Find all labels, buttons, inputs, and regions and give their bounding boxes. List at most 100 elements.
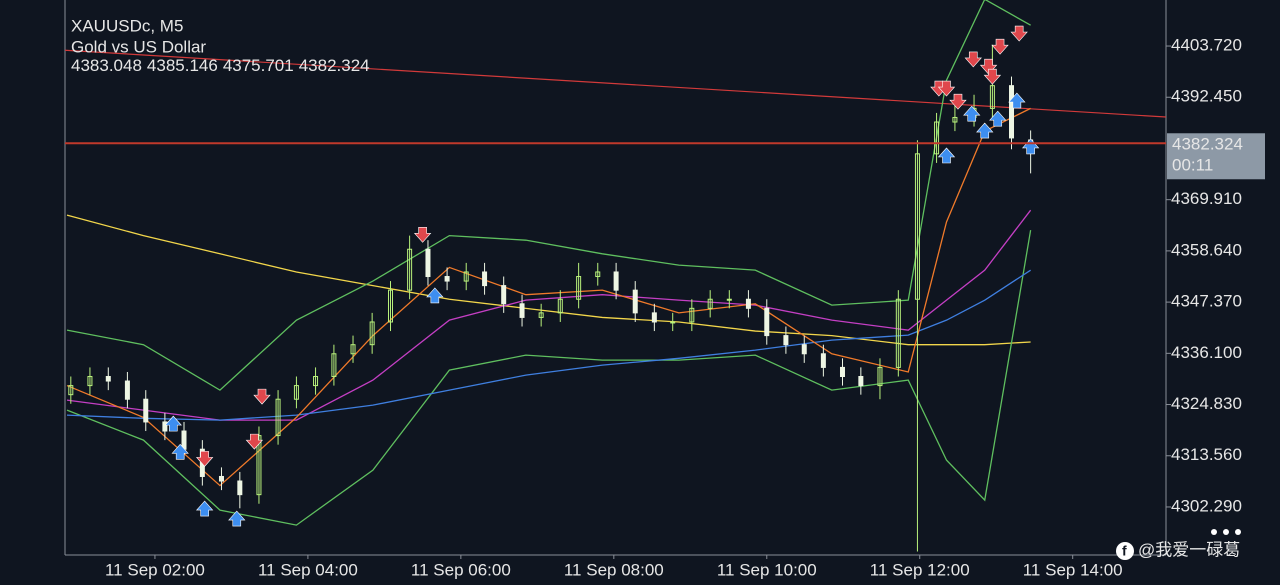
buy-signal xyxy=(171,443,189,460)
sell-signal xyxy=(1010,25,1028,42)
sell-signal xyxy=(964,51,982,68)
y-tick-label: 4369.910 xyxy=(1171,189,1242,208)
candle-body xyxy=(632,289,638,314)
candle-body xyxy=(124,380,130,400)
candle-body xyxy=(707,298,713,309)
more-menu[interactable] xyxy=(1211,529,1241,535)
trendline xyxy=(65,49,1166,118)
candle-body xyxy=(726,298,732,301)
candle-body xyxy=(914,153,920,300)
price-box-countdown: 00:11 xyxy=(1172,156,1213,175)
candle-body xyxy=(143,398,149,423)
candle-body xyxy=(444,276,450,282)
sell-signal xyxy=(937,80,956,97)
candle-body xyxy=(595,271,601,278)
x-tick-label: 11 Sep 10:00 xyxy=(717,560,817,579)
y-tick-label: 4324.830 xyxy=(1171,394,1242,413)
facebook-icon xyxy=(1116,542,1134,560)
menu-dot[interactable] xyxy=(1211,529,1217,535)
symbol-description: Gold vs US Dollar xyxy=(71,37,206,56)
sell-signal xyxy=(413,227,432,243)
candle-body xyxy=(425,248,431,278)
candle-body xyxy=(952,116,958,123)
candle-body xyxy=(407,248,413,291)
candle-body xyxy=(275,398,281,437)
candle-body xyxy=(313,375,319,387)
ohlc-open: 4383.048 xyxy=(71,56,142,75)
buy-signal xyxy=(426,287,444,304)
candle-body xyxy=(162,421,168,432)
indicator-line xyxy=(66,214,1031,346)
x-tick-label: 11 Sep 08:00 xyxy=(564,560,664,579)
candle-body xyxy=(369,321,375,346)
ohlc-high: 4385.146 xyxy=(147,56,218,75)
y-tick-label: 4336.100 xyxy=(1171,343,1242,362)
facebook-icon-glyph: f xyxy=(1122,543,1127,559)
candle-body xyxy=(764,307,770,337)
buy-signal xyxy=(164,415,182,432)
y-tick-label: 4392.450 xyxy=(1171,87,1242,106)
candle-body xyxy=(989,85,995,109)
candle-body xyxy=(839,366,845,377)
x-tick-label: 11 Sep 14:00 xyxy=(1023,560,1123,579)
candle-body xyxy=(218,475,224,482)
candle-body xyxy=(820,353,826,368)
y-tick-label: 4403.720 xyxy=(1171,36,1242,55)
sell-signal xyxy=(991,38,1009,55)
buy-signal xyxy=(1008,92,1026,109)
x-tick-label: 11 Sep 06:00 xyxy=(411,560,511,579)
watermark-text: @我爱一碌葛 xyxy=(1138,540,1240,559)
symbol: XAUUSDc, M5 xyxy=(71,16,183,35)
buy-signal xyxy=(976,122,994,139)
candle-body xyxy=(68,385,74,396)
indicator-line xyxy=(66,209,1032,421)
ohlc-low: 4375.701 xyxy=(223,56,294,75)
candle-body xyxy=(689,307,695,323)
menu-dot[interactable] xyxy=(1223,529,1229,535)
indicator-line xyxy=(66,269,1031,421)
candle-body xyxy=(256,435,262,496)
candle-body xyxy=(1009,85,1015,139)
x-tick-label: 11 Sep 04:00 xyxy=(258,560,358,579)
candle-body xyxy=(613,271,619,291)
candle-body xyxy=(670,321,676,324)
candle-body xyxy=(576,276,582,300)
candle-body xyxy=(877,366,883,387)
candle-body xyxy=(858,375,864,387)
indicator-line xyxy=(66,107,1031,487)
y-tick-label: 4358.640 xyxy=(1171,240,1242,259)
price-box xyxy=(1167,133,1265,180)
sell-signal xyxy=(195,451,214,467)
indicator-line xyxy=(66,0,1031,391)
watermark: f @我爱一碌葛 xyxy=(1116,540,1240,560)
candle-body xyxy=(651,312,657,323)
candle-body xyxy=(895,298,901,368)
y-tick-label: 4313.560 xyxy=(1171,445,1242,464)
x-tick-label: 11 Sep 02:00 xyxy=(105,560,205,579)
sell-signal xyxy=(949,93,967,110)
y-tick-label: 4347.370 xyxy=(1171,292,1242,311)
buy-signal xyxy=(963,105,981,122)
candle-body xyxy=(501,285,507,305)
sell-signal xyxy=(253,388,271,405)
candle-body xyxy=(331,353,337,377)
candle-body xyxy=(557,298,563,314)
candle-body xyxy=(237,480,243,496)
candle-body xyxy=(934,121,940,155)
menu-dot[interactable] xyxy=(1235,529,1241,535)
candle-body xyxy=(87,375,93,387)
candle-body xyxy=(350,344,356,355)
candle-body xyxy=(801,344,807,355)
candle-body xyxy=(293,385,299,400)
candle-body xyxy=(181,430,187,450)
ohlc-close: 4382.324 xyxy=(299,56,370,75)
candle-body xyxy=(745,298,751,309)
candle-body xyxy=(538,312,544,318)
candle-body xyxy=(783,335,789,346)
candle-body xyxy=(519,303,525,318)
buy-signal xyxy=(989,110,1007,127)
candle-body xyxy=(105,375,111,382)
price-box-value: 4382.324 xyxy=(1172,135,1243,154)
